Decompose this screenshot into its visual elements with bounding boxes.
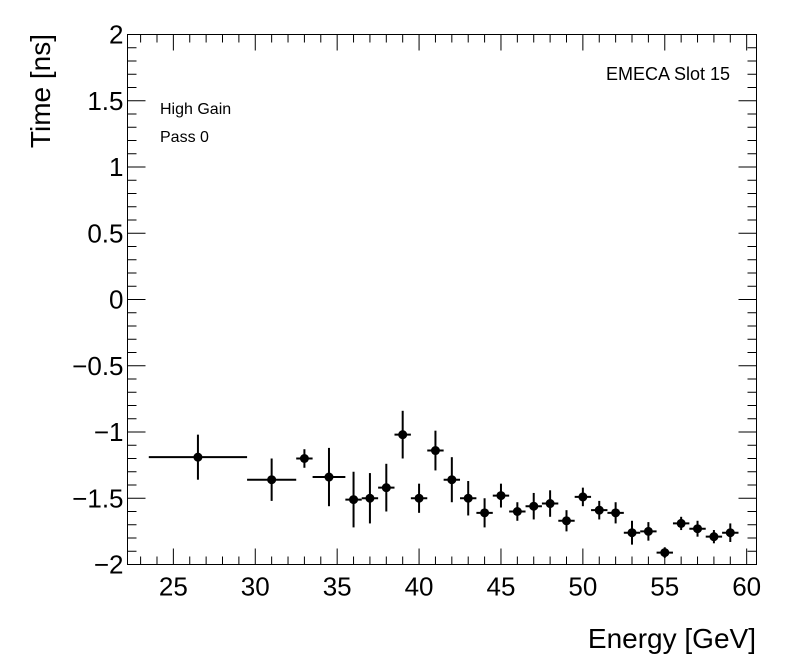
y-tick-label: −1.5: [72, 483, 123, 513]
data-points: [193, 430, 735, 558]
x-tick-label: 30: [241, 572, 270, 602]
data-point: [430, 446, 440, 456]
y-tick-label: −2: [94, 550, 124, 580]
data-point: [365, 493, 375, 503]
data-point: [561, 516, 571, 526]
x-tick-label: 25: [159, 572, 188, 602]
y-tick-label: 0: [109, 285, 123, 315]
annotation-pass: Pass 0: [160, 129, 209, 146]
chart-title: EMECA Slot 15: [606, 64, 730, 84]
data-point: [496, 491, 506, 501]
data-point: [324, 472, 334, 482]
x-tick-label: 55: [650, 572, 679, 602]
y-axis-title: Time [ns]: [25, 34, 56, 148]
data-point: [299, 454, 309, 463]
data-point: [193, 452, 203, 462]
x-tick-label: 50: [568, 572, 597, 602]
data-point: [398, 430, 408, 440]
data-point: [611, 508, 621, 518]
x-tick-label: 35: [323, 572, 352, 602]
x-tick-label: 60: [732, 572, 761, 602]
data-point: [578, 492, 588, 502]
data-point: [267, 475, 277, 485]
y-tick-label: −1: [94, 417, 124, 447]
data-point: [480, 508, 490, 518]
y-tick-label: 0.5: [87, 218, 123, 248]
data-point: [349, 495, 359, 505]
x-tick-label: 45: [487, 572, 516, 602]
data-point: [414, 493, 424, 503]
y-tick-label: −0.5: [72, 351, 123, 381]
data-point: [463, 493, 473, 503]
data-point: [447, 475, 457, 485]
data-point: [725, 528, 735, 538]
x-axis-title: Energy [GeV]: [588, 623, 756, 654]
data-point: [381, 483, 391, 493]
data-point: [529, 501, 539, 511]
data-point: [594, 505, 604, 515]
data-point: [627, 528, 637, 538]
x-tick-labels: 25 30 35 40 45 50 55 60: [159, 572, 761, 602]
error-bars: [148, 410, 739, 558]
x-tick-label: 40: [405, 572, 434, 602]
y-tick-label: 2: [109, 20, 123, 50]
y-tick-label: 1.5: [87, 86, 123, 116]
data-point: [693, 524, 703, 534]
data-point: [676, 518, 686, 528]
data-point: [709, 532, 719, 542]
data-point: [643, 526, 653, 536]
y-tick-labels: −2 −1.5 −1 −0.5 0 0.5 1 1.5 2: [72, 20, 123, 580]
annotation-gain: High Gain: [160, 101, 231, 118]
data-point: [545, 499, 555, 509]
data-point: [660, 548, 670, 558]
data-point: [512, 507, 522, 516]
axis-ticks: [127, 34, 757, 565]
y-tick-label: 1: [109, 152, 123, 182]
